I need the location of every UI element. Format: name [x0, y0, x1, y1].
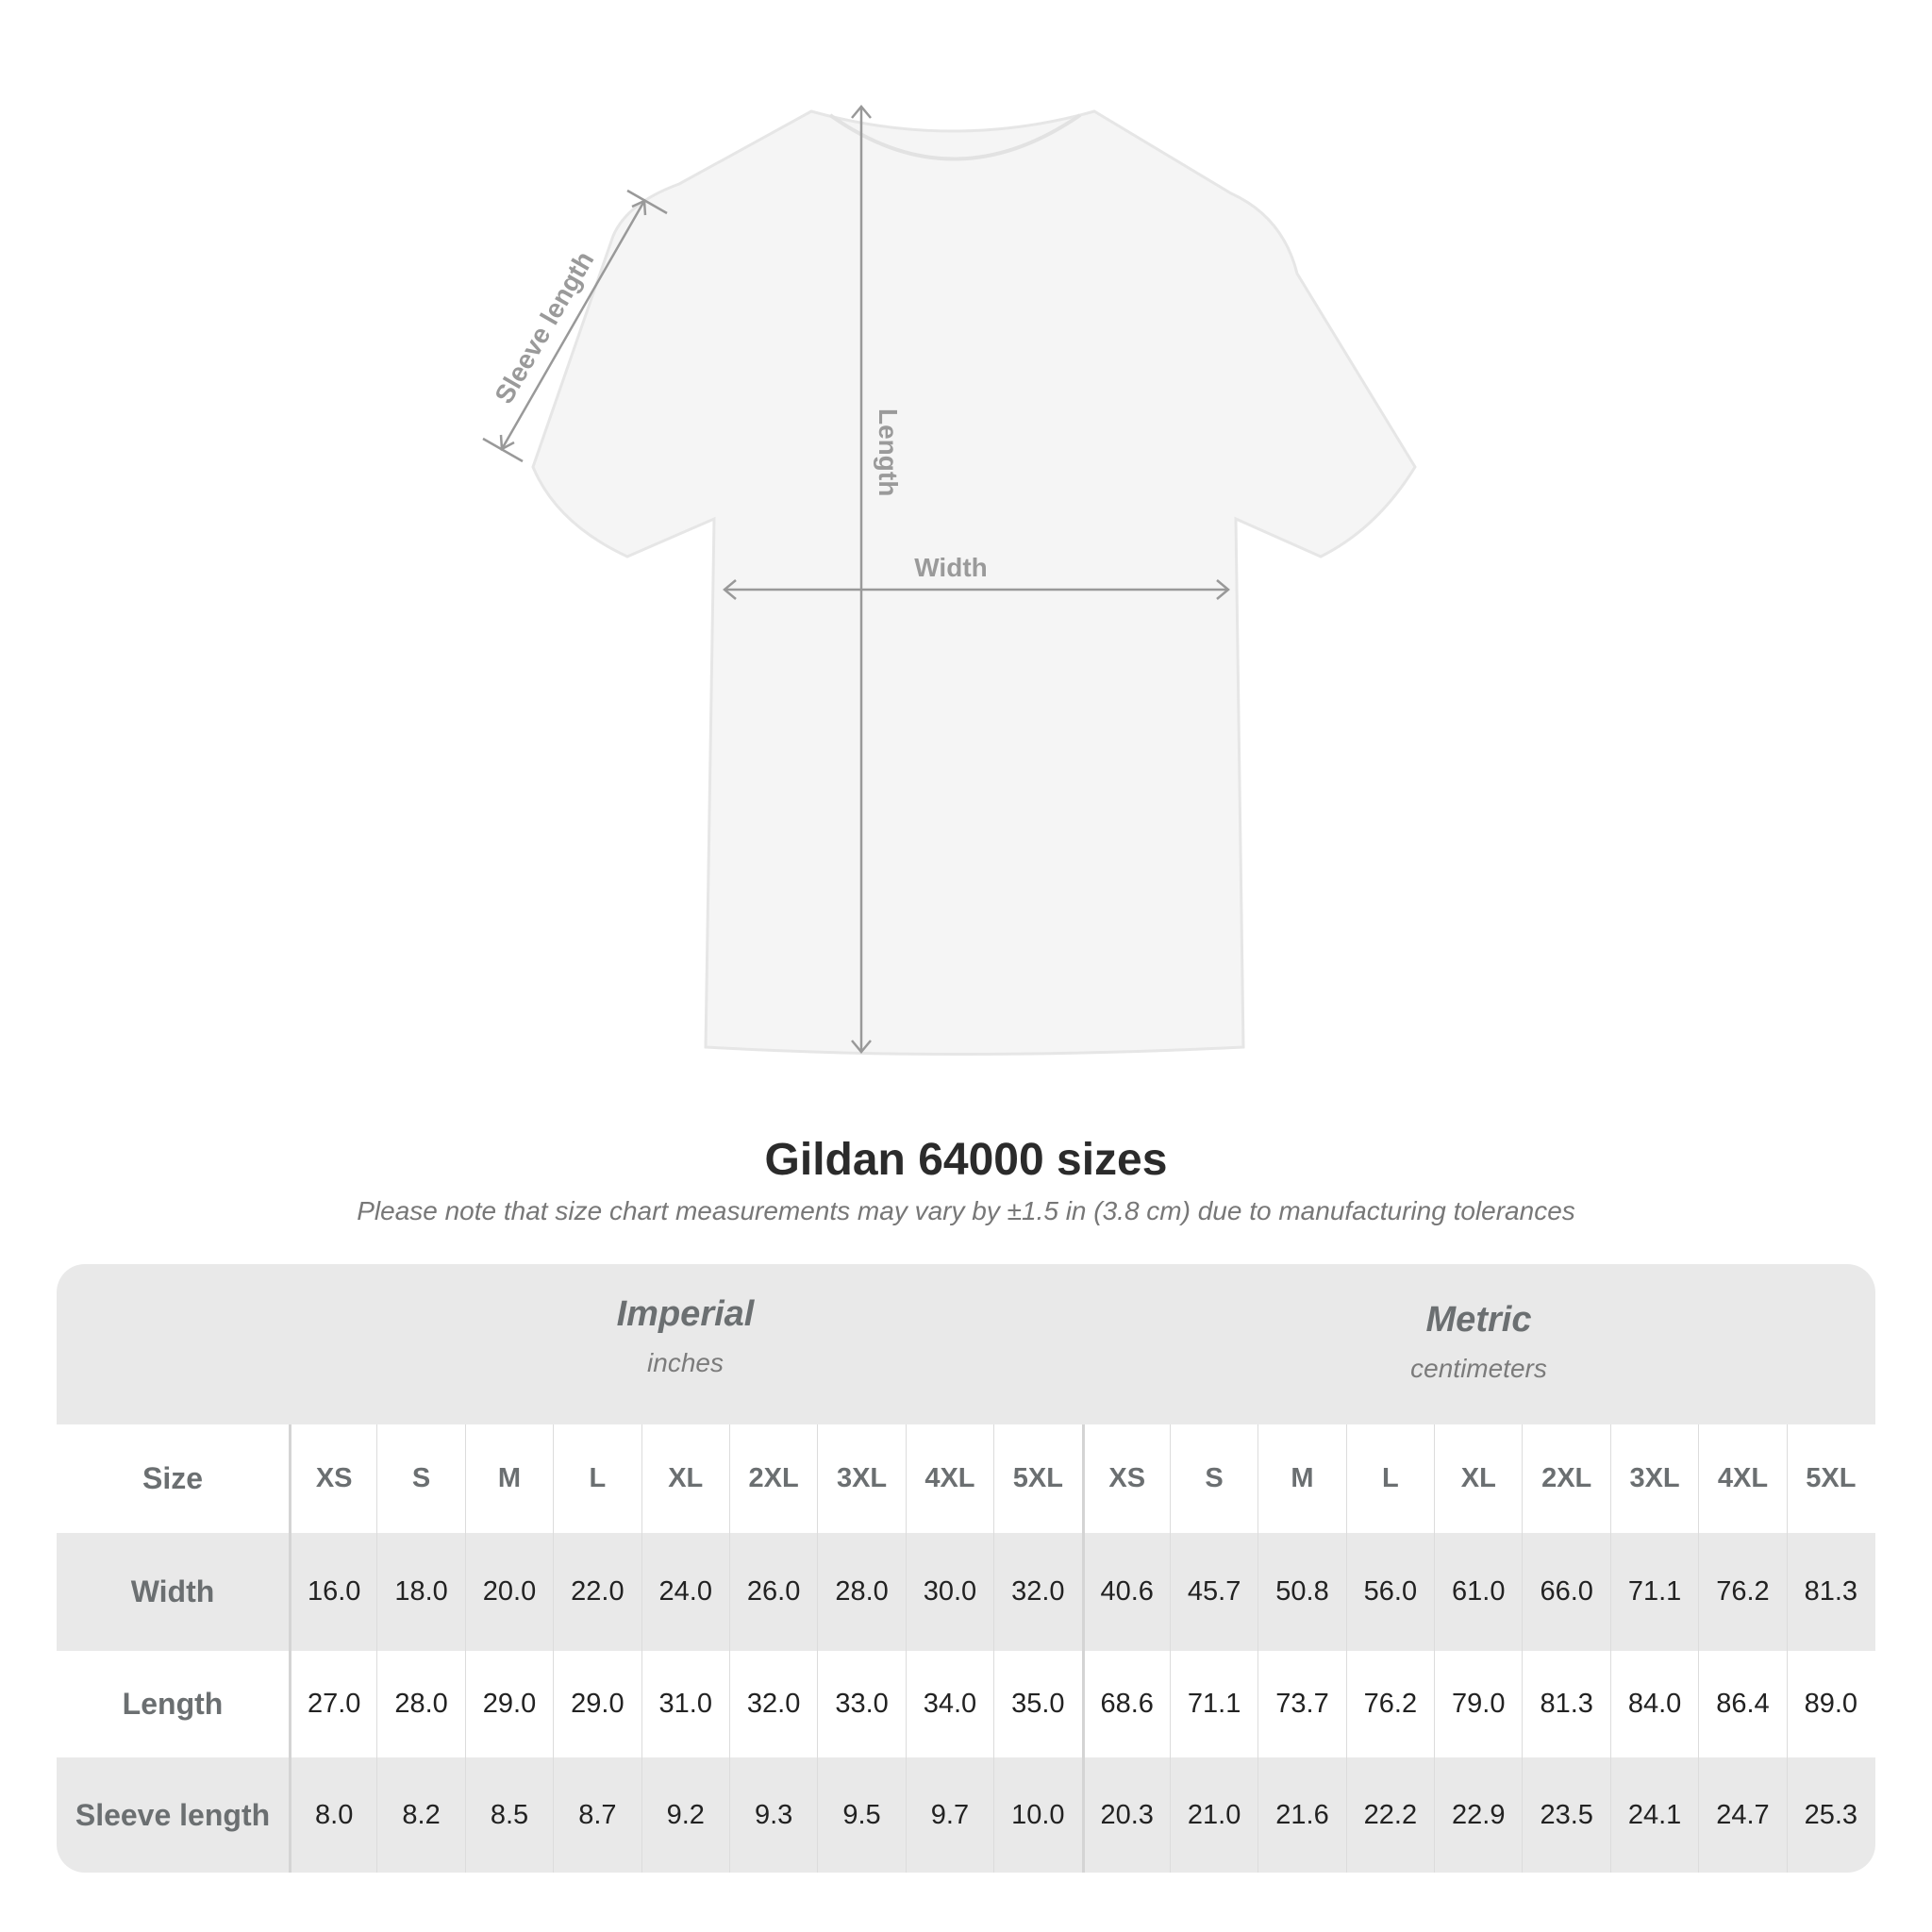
metric-header: Metric centimeters: [1082, 1300, 1875, 1460]
imperial-cell: 8.7: [553, 1757, 641, 1873]
size-table: Imperial inches Metric centimeters Size X…: [57, 1264, 1875, 1873]
tshirt-diagram: Sleeve length Length Width: [482, 105, 1417, 1056]
imperial-cell: 29.0: [464, 1651, 553, 1757]
imperial-cell: 32.0: [993, 1533, 1081, 1651]
imperial-cell: XS: [289, 1424, 376, 1533]
metric-cell: 68.6: [1081, 1651, 1170, 1757]
metric-cell: S: [1169, 1424, 1257, 1533]
table-row: Size XS S M L XL 2XL 3XL 4XL 5XL XS S M L XL 2XL 3XL 4XL 5…: [57, 1424, 1875, 1533]
imperial-cell: 10.0: [993, 1757, 1081, 1873]
metric-cell: 71.1: [1169, 1651, 1257, 1757]
imperial-cell: 9.2: [641, 1757, 729, 1873]
imperial-cell: 16.0: [289, 1533, 376, 1651]
metric-cell: 21.0: [1169, 1757, 1257, 1873]
imperial-cell: 34.0: [905, 1651, 993, 1757]
row-label: Width: [130, 1574, 215, 1608]
length-label: Length: [874, 408, 903, 496]
imperial-cell: 26.0: [728, 1533, 817, 1651]
metric-cell: XS: [1081, 1424, 1170, 1533]
table-row: Length 27.0 28.0 29.0 29.0 31.0 32.0 33.0 34.0 35…: [57, 1651, 1875, 1757]
metric-cell: 81.3: [1522, 1651, 1609, 1757]
metric-cell: 20.3: [1081, 1757, 1170, 1873]
metric-cell: 56.0: [1345, 1533, 1434, 1651]
imperial-cell: 8.0: [289, 1757, 376, 1873]
metric-cell: 23.5: [1522, 1757, 1609, 1873]
metric-cell: 50.8: [1257, 1533, 1345, 1651]
metric-cell: 89.0: [1786, 1651, 1874, 1757]
metric-cell: 86.4: [1698, 1651, 1786, 1757]
imperial-cell: XL: [641, 1424, 729, 1533]
imperial-cell: 18.0: [376, 1533, 464, 1651]
metric-cell: 76.2: [1345, 1651, 1434, 1757]
metric-unit: centimeters: [1410, 1354, 1547, 1383]
table-row: Sleeve length 8.0 8.2 8.5 8.7 9.2 9.3 9.5 9.7 10.…: [57, 1757, 1875, 1873]
imperial-cell: 29.0: [553, 1651, 641, 1757]
imperial-cell: 4XL: [905, 1424, 993, 1533]
imperial-cell: 24.0: [641, 1533, 729, 1651]
imperial-cell: 20.0: [464, 1533, 553, 1651]
metric-cell: 21.6: [1257, 1757, 1345, 1873]
imperial-cell: 28.0: [817, 1533, 905, 1651]
metric-cell: 22.9: [1434, 1757, 1522, 1873]
imperial-cell: M: [464, 1424, 553, 1533]
tshirt-illustration: [531, 109, 1417, 1056]
imperial-cell: 8.5: [464, 1757, 553, 1873]
metric-cell: 24.1: [1609, 1757, 1698, 1873]
metric-cell: M: [1257, 1424, 1345, 1533]
metric-cell: L: [1345, 1424, 1434, 1533]
metric-cell: 71.1: [1609, 1533, 1698, 1651]
metric-cell: 3XL: [1609, 1424, 1698, 1533]
metric-cell: 40.6: [1081, 1533, 1170, 1651]
imperial-cell: 8.2: [376, 1757, 464, 1873]
metric-cell: 25.3: [1786, 1757, 1874, 1873]
metric-cell: 5XL: [1786, 1424, 1874, 1533]
metric-cell: 73.7: [1257, 1651, 1345, 1757]
imperial-cell: 9.5: [817, 1757, 905, 1873]
imperial-header: Imperial inches: [289, 1294, 1082, 1455]
metric-cell: 66.0: [1522, 1533, 1609, 1651]
imperial-cell: 28.0: [376, 1651, 464, 1757]
imperial-unit: inches: [647, 1348, 724, 1377]
imperial-cell: L: [553, 1424, 641, 1533]
tolerance-note: Please note that size chart measurements…: [357, 1196, 1575, 1225]
imperial-cell: S: [376, 1424, 464, 1533]
metric-cell: XL: [1434, 1424, 1522, 1533]
imperial-cell: 9.7: [905, 1757, 993, 1873]
metric-cell: 84.0: [1609, 1651, 1698, 1757]
metric-cell: 81.3: [1786, 1533, 1874, 1651]
imperial-cell: 33.0: [817, 1651, 905, 1757]
width-label: Width: [914, 553, 988, 582]
metric-cell: 79.0: [1434, 1651, 1522, 1757]
imperial-cell: 35.0: [993, 1651, 1081, 1757]
metric-title: Metric: [1425, 1300, 1532, 1340]
row-label: Length: [122, 1687, 224, 1721]
metric-cell: 2XL: [1522, 1424, 1609, 1533]
imperial-cell: 32.0: [728, 1651, 817, 1757]
page-title: Gildan 64000 sizes: [764, 1135, 1168, 1185]
metric-cell: 45.7: [1169, 1533, 1257, 1651]
metric-cell: 24.7: [1698, 1757, 1786, 1873]
row-label: Size: [142, 1461, 204, 1495]
imperial-cell: 31.0: [641, 1651, 729, 1757]
row-label: Sleeve length: [75, 1797, 271, 1832]
imperial-cell: 30.0: [905, 1533, 993, 1651]
imperial-title: Imperial: [616, 1294, 755, 1334]
imperial-cell: 9.3: [728, 1757, 817, 1873]
metric-cell: 22.2: [1345, 1757, 1434, 1873]
metric-cell: 61.0: [1434, 1533, 1522, 1651]
imperial-cell: 22.0: [553, 1533, 641, 1651]
imperial-cell: 3XL: [817, 1424, 905, 1533]
imperial-cell: 2XL: [728, 1424, 817, 1533]
measure-lines: [482, 105, 1230, 1054]
imperial-cell: 27.0: [289, 1651, 376, 1757]
metric-cell: 76.2: [1698, 1533, 1786, 1651]
table-row: Width 16.0 18.0 20.0 22.0 24.0 26.0 28.0 30.0 32.…: [57, 1533, 1875, 1651]
imperial-cell: 5XL: [993, 1424, 1081, 1533]
metric-cell: 4XL: [1698, 1424, 1786, 1533]
